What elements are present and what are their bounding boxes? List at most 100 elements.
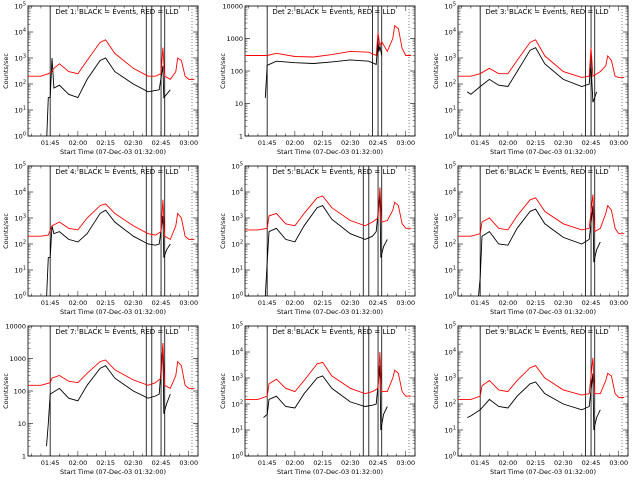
x-tick-label: 02:45	[582, 139, 601, 147]
detector-panel-5: 100 101 102 103 104 105 01:45 02:00 02:15 02:30 02…	[219, 162, 416, 316]
x-tick-label: 02:45	[152, 299, 171, 307]
x-tick-label: 02:15	[526, 299, 545, 307]
y-tick-label: 101	[15, 106, 26, 115]
x-tick-label: 02:15	[96, 459, 115, 467]
y-tick-label: 1000	[226, 35, 243, 43]
y-axis-label: Counts/sec	[432, 53, 440, 89]
x-tick-label: 02:00	[286, 139, 305, 147]
x-tick-label: 03:00	[179, 139, 198, 147]
plot-frame	[457, 325, 629, 457]
series-line-lld	[458, 194, 625, 237]
x-tick-label: 01:45	[41, 139, 60, 147]
x-tick-label: 02:00	[69, 459, 88, 467]
y-tick-label: 101	[445, 266, 456, 275]
y-tick-label: 10	[18, 420, 26, 428]
y-tick-label: 101	[232, 426, 243, 435]
series-line-lld	[245, 187, 412, 231]
series-line-events	[264, 194, 388, 296]
plot-frame	[244, 5, 416, 137]
x-tick-label: 02:45	[369, 139, 388, 147]
x-tick-label: 02:45	[582, 459, 601, 467]
y-tick-label: 10	[235, 100, 243, 108]
y-tick-label: 102	[15, 240, 26, 249]
x-axis-label: Start Time (07-Dec-03 01:32:00)	[490, 148, 596, 156]
x-tick-label: 03:00	[396, 299, 415, 307]
x-tick-label: 02:45	[582, 299, 601, 307]
x-tick-label: 01:45	[258, 299, 277, 307]
x-axis-label: Start Time (07-Dec-03 01:32:00)	[490, 308, 596, 316]
y-tick-label: 103	[445, 374, 456, 383]
y-tick-label: 104	[232, 188, 243, 197]
x-tick-label: 01:45	[258, 139, 277, 147]
x-axis-label: Start Time (07-Dec-03 01:32:00)	[60, 148, 166, 156]
x-tick-label: 02:15	[313, 459, 332, 467]
y-tick-label: 10000	[222, 3, 243, 11]
y-tick-label: 103	[445, 54, 456, 63]
x-tick-label: 02:30	[124, 299, 143, 307]
y-axis-label: Counts/sec	[2, 373, 10, 409]
y-tick-label: 100	[445, 132, 456, 141]
y-tick-label: 103	[15, 54, 26, 63]
panel-title: Det 8: BLACK = Events, RED = LLD	[272, 328, 395, 336]
detector-panel-2: 1 10 100 1000 10000 01:45 02:00 02:15 02:30 02:45…	[219, 3, 416, 156]
x-tick-label: 02:15	[526, 139, 545, 147]
y-tick-label: 1	[22, 453, 26, 461]
x-tick-label: 02:30	[124, 459, 143, 467]
y-axis-label: Counts/sec	[432, 373, 440, 409]
series-line-lld	[458, 357, 625, 400]
x-tick-label: 02:45	[152, 139, 171, 147]
x-tick-label: 02:30	[554, 299, 573, 307]
series-line-events	[467, 373, 601, 431]
plot-frame	[244, 325, 416, 457]
y-tick-label: 102	[445, 80, 456, 89]
x-axis-label: Start Time (07-Dec-03 01:32:00)	[277, 468, 383, 476]
x-axis-label: Start Time (07-Dec-03 01:32:00)	[277, 148, 383, 156]
detector-panel-4: 100 101 102 103 104 105 01:45 02:00 02:15 02:30 02…	[2, 162, 199, 316]
y-tick-label: 1	[239, 133, 243, 141]
x-tick-label: 01:45	[258, 459, 277, 467]
plot-frame	[244, 165, 416, 297]
y-tick-label: 104	[232, 348, 243, 357]
series-line-events	[46, 209, 171, 296]
y-tick-label: 101	[15, 266, 26, 275]
x-tick-label: 02:30	[124, 139, 143, 147]
detector-panel-6: 100 101 102 103 104 105 01:45 02:00 02:15 02:30 02…	[432, 162, 629, 316]
panel-title: Det 2: BLACK = Events, RED = LLD	[272, 8, 395, 16]
x-tick-label: 02:30	[341, 139, 360, 147]
x-tick-label: 02:30	[341, 299, 360, 307]
x-tick-label: 02:30	[341, 459, 360, 467]
x-tick-label: 03:00	[609, 139, 628, 147]
x-tick-label: 02:00	[69, 299, 88, 307]
y-tick-label: 104	[445, 348, 456, 357]
x-axis-label: Start Time (07-Dec-03 01:32:00)	[277, 308, 383, 316]
x-tick-label: 01:45	[471, 459, 490, 467]
x-axis-label: Start Time (07-Dec-03 01:32:00)	[60, 468, 166, 476]
y-tick-label: 105	[445, 162, 456, 171]
y-axis-label: Counts/sec	[219, 213, 227, 249]
y-tick-label: 103	[445, 214, 456, 223]
y-tick-label: 103	[232, 214, 243, 223]
x-tick-label: 02:15	[313, 139, 332, 147]
y-tick-label: 103	[15, 214, 26, 223]
panel-title: Det 9: BLACK = Events, RED = LLD	[485, 328, 608, 336]
y-tick-label: 10000	[5, 323, 26, 331]
y-axis-label: Counts/sec	[219, 53, 227, 89]
x-tick-label: 03:00	[179, 459, 198, 467]
y-tick-label: 100	[232, 292, 243, 301]
y-axis-label: Counts/sec	[2, 53, 10, 89]
x-tick-label: 02:00	[499, 139, 518, 147]
y-tick-label: 105	[445, 322, 456, 331]
y-tick-label: 104	[445, 28, 456, 37]
panel-title: Det 5: BLACK = Events, RED = LLD	[272, 168, 395, 176]
x-tick-label: 01:45	[41, 299, 60, 307]
y-tick-label: 1000	[9, 355, 26, 363]
y-tick-label: 101	[232, 266, 243, 275]
x-tick-label: 02:15	[526, 459, 545, 467]
y-tick-label: 103	[232, 374, 243, 383]
x-tick-label: 02:00	[286, 459, 305, 467]
y-tick-label: 102	[232, 240, 243, 249]
y-tick-label: 100	[14, 388, 26, 396]
y-axis-label: Counts/sec	[219, 373, 227, 409]
series-line-lld	[28, 342, 195, 390]
